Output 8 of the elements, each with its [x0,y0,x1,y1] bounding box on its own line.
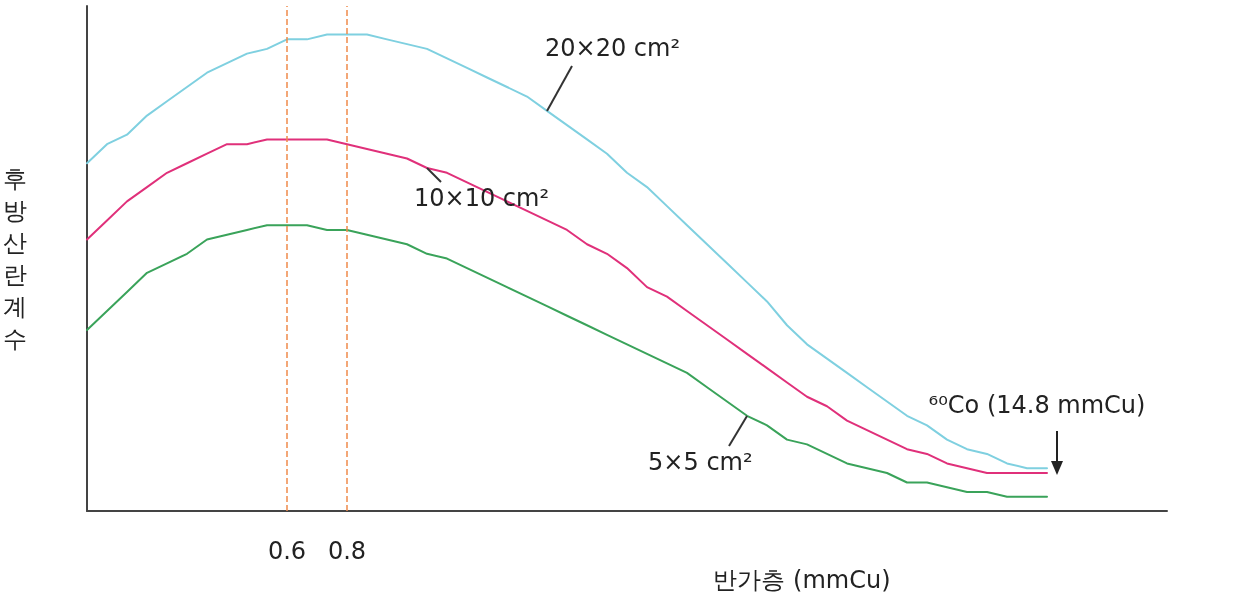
x-axis-title: 반가층 (mmCu) [713,566,891,594]
series-label: 5×5 cm² [648,447,753,476]
series-label: 10×10 cm² [414,184,550,212]
annotation: ⁶⁰Co (14.8 mmCu) [928,390,1146,419]
y-axis-title: 후방산란계수 [3,164,27,353]
x-tick-label: 0.6 [267,537,307,566]
series-label: 20×20 cm² [545,33,681,62]
x-tick-label: 0.8 [327,537,367,566]
